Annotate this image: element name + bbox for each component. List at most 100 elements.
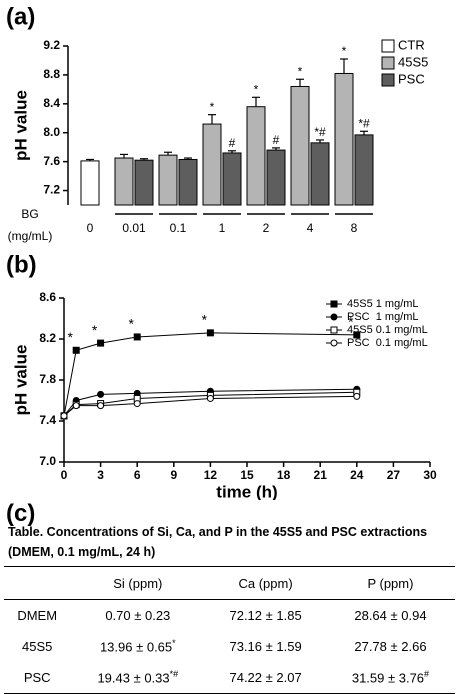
x-tick-label: 3 [97, 468, 104, 482]
x-tick-label: 30 [423, 468, 437, 482]
table-cell: 13.96 ± 0.65* [70, 631, 205, 662]
significance-mark: * [348, 314, 354, 330]
bar [334, 72, 354, 206]
x-axis-label: BG [21, 207, 38, 221]
x-tick-label: 27 [387, 468, 401, 482]
y-tick-label: 7.6 [43, 154, 60, 168]
y-tick-label: 9.2 [43, 38, 60, 52]
y-tick-label: 8.0 [43, 125, 60, 139]
table-header: Si (ppm) [70, 566, 206, 600]
bar [246, 106, 266, 206]
marker [97, 390, 105, 398]
bar [202, 123, 222, 206]
bar [354, 134, 374, 206]
legend-label: 45S5 [398, 54, 428, 69]
marker [72, 346, 80, 354]
marker [72, 402, 80, 410]
bar [80, 160, 100, 206]
table-cell: 74.22 ± 2.07 [205, 662, 326, 694]
legend-swatch [381, 39, 395, 53]
table-cell: 28.64 ± 0.94 [354, 608, 427, 623]
x-tick-label: 8 [351, 221, 358, 235]
y-tick-label: 8.4 [43, 96, 60, 110]
significance-mark: * [202, 312, 208, 328]
table-panel: (c) Table. Concentrations of Si, Ca, and… [0, 500, 459, 694]
cell-significance: *# [169, 669, 179, 680]
bar [178, 158, 198, 206]
panel-label: (a) [6, 3, 35, 30]
bar [134, 159, 154, 206]
table-cell: 0.70 ± 0.23 [105, 608, 171, 623]
significance-mark: * [92, 322, 98, 338]
legend-label: 45S5 1 mg/mL [347, 298, 419, 310]
row-label: DMEM [17, 608, 58, 623]
legend-label: CTR [398, 37, 425, 52]
significance-mark: # [273, 133, 280, 147]
significance-mark: *# [314, 125, 326, 139]
table-title: Table. Concentrations of Si, Ca, and P i… [8, 525, 428, 559]
y-axis-label: pH value [11, 345, 30, 416]
table-row: PSC 19.43 ± 0.33*# 74.22 ± 2.07 31.59 ± 3.7… [4, 662, 455, 694]
legend-marker [330, 326, 338, 334]
significance-mark: * [298, 64, 303, 78]
y-tick-label: 8.6 [39, 290, 56, 304]
x-tick-label: 15 [240, 468, 254, 482]
legend-swatch [381, 73, 395, 87]
table-header-row: Si (ppm) Ca (ppm) P (ppm) [4, 566, 455, 600]
marker [353, 392, 361, 400]
marker [133, 333, 141, 341]
y-tick-label: 8.8 [43, 67, 60, 81]
table-cell: 19.43 ± 0.33*# [70, 662, 206, 694]
cell-value: 13.96 ± 0.65 [99, 639, 173, 655]
table-cell: 73.16 ± 1.59 [229, 639, 302, 654]
cell-significance: * [172, 638, 176, 649]
y-tick-label: 8.2 [39, 331, 56, 345]
y-tick-label: 7.0 [39, 454, 56, 468]
bar [158, 154, 178, 206]
table-row: DMEM 0.70 ± 0.23 72.12 ± 1.85 28.64 ± 0.94 [4, 600, 455, 632]
significance-mark: * [210, 100, 215, 114]
bar [290, 85, 310, 206]
y-tick-label: 7.4 [39, 413, 56, 427]
legend-label: PSC 1 mg/mL [347, 311, 419, 323]
table-cell: 27.78 ± 2.66 [354, 639, 427, 654]
x-tick-label: 21 [314, 468, 328, 482]
x-tick-label: 2 [263, 221, 270, 235]
significance-mark: * [342, 44, 347, 58]
x-tick-label: 1 [219, 221, 226, 235]
x-tick-label: 12 [204, 468, 218, 482]
legend-label: PSC [398, 71, 425, 86]
row-label: PSC [4, 662, 71, 694]
figure: (a) (b) 7.2 7.6 8.0 8.4 8.8 9.2 pH value 0 0.01 0… [6, 3, 437, 500]
legend-marker [330, 300, 338, 308]
legend-label: PSC 0.1 mg/mL [347, 337, 428, 349]
x-tick-label: 0 [87, 221, 94, 235]
legend-marker [330, 339, 338, 347]
x-axis-label: time (h) [216, 482, 277, 500]
x-tick-label: 24 [350, 468, 364, 482]
table-corner [4, 566, 71, 600]
marker [133, 400, 141, 408]
table-row: 45S5 13.96 ± 0.65* 73.16 ± 1.59 27.78 ± 2.6… [4, 631, 455, 662]
y-tick-label: 7.2 [43, 183, 60, 197]
table: Si (ppm) Ca (ppm) P (ppm) DMEM 0.70 ± 0.23 72… [4, 566, 455, 694]
legend-marker [330, 313, 338, 321]
x-tick-label: 18 [277, 468, 291, 482]
marker [60, 412, 68, 420]
significance-mark: # [229, 136, 236, 150]
y-tick-label: 7.8 [39, 372, 56, 386]
significance-mark: * [128, 316, 134, 332]
significance-mark: * [254, 82, 259, 96]
table-header: Ca (ppm) [205, 566, 326, 600]
x-tick-label: 4 [307, 221, 314, 235]
marker [206, 394, 214, 402]
significance-mark: * [67, 329, 73, 345]
marker [97, 339, 105, 347]
cell-significance: # [424, 669, 430, 680]
x-tick-label: 9 [170, 468, 177, 482]
bar [266, 149, 286, 206]
marker [206, 329, 214, 337]
bar [222, 152, 242, 206]
x-tick-label: 0.01 [122, 221, 146, 235]
